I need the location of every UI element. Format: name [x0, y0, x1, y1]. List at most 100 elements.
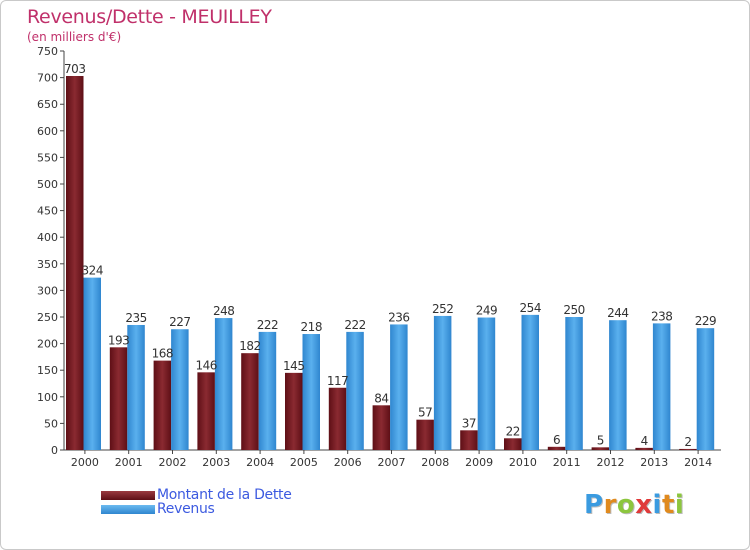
y-tick-label: 700: [37, 72, 58, 85]
y-tick-label: 350: [37, 258, 58, 271]
bar-revenus: [565, 317, 583, 450]
bar-dette: [328, 387, 347, 450]
y-tick-label: 500: [37, 178, 58, 191]
bar-revenus: [390, 324, 408, 450]
logo-letter: i: [652, 490, 662, 520]
y-tick-label: 0: [51, 444, 58, 457]
x-tick-label: 2000: [71, 456, 99, 469]
data-label-dette: 6: [553, 433, 560, 447]
logo-letter: i: [674, 490, 685, 520]
legend-item-dette: Montant de la Dette: [101, 487, 292, 503]
y-tick-label: 650: [37, 98, 58, 111]
legend-item-revenus: Revenus: [101, 501, 215, 517]
bar-dette: [679, 448, 697, 450]
bar-dette: [241, 353, 259, 450]
y-tick-label: 450: [37, 205, 58, 218]
proxiti-logo: Proxiti: [584, 490, 684, 520]
bar-dette: [285, 372, 303, 450]
chart-title: Revenus/Dette - MEUILLEY: [27, 6, 272, 28]
bar-revenus: [258, 331, 277, 450]
y-tick-label: 100: [37, 391, 58, 404]
data-label-dette: 5: [597, 433, 604, 447]
legend-swatch-revenus: [101, 504, 155, 514]
data-label-revenus: 244: [607, 306, 628, 320]
data-label-revenus: 222: [344, 318, 365, 332]
x-tick-label: 2007: [378, 456, 406, 469]
data-label-dette: 193: [108, 333, 129, 347]
data-label-revenus: 250: [563, 303, 584, 317]
y-tick-label: 750: [37, 45, 58, 58]
data-label-dette: 57: [418, 406, 432, 420]
x-tick-label: 2011: [553, 456, 581, 469]
data-label-revenus: 254: [520, 301, 541, 315]
x-tick-label: 2006: [334, 456, 362, 469]
bar-revenus: [433, 315, 452, 450]
y-tick-label: 600: [37, 125, 58, 138]
bar-dette: [109, 347, 128, 450]
logo-letter: o: [616, 490, 636, 520]
data-label-revenus: 236: [388, 310, 409, 324]
x-tick-label: 2005: [290, 456, 318, 469]
data-label-revenus: 324: [82, 264, 103, 278]
x-tick-label: 2014: [684, 456, 712, 469]
logo-letter: t: [661, 490, 675, 520]
bar-dette: [504, 438, 522, 450]
data-label-revenus: 249: [476, 304, 497, 318]
logo-letter: r: [603, 490, 617, 520]
bar-dette: [197, 372, 215, 450]
x-tick-label: 2003: [202, 456, 230, 469]
data-label-dette: 703: [64, 62, 85, 76]
bar-revenus: [302, 334, 320, 450]
x-tick-label: 2009: [465, 456, 493, 469]
bar-revenus: [521, 314, 539, 450]
x-tick-label: 2010: [509, 456, 537, 469]
bar-revenus: [346, 331, 364, 450]
y-tick-label: 300: [37, 284, 58, 297]
bar-revenus: [696, 328, 715, 450]
data-label-dette: 145: [283, 359, 304, 373]
x-tick-label: 2012: [597, 456, 625, 469]
bar-dette: [635, 447, 653, 450]
legend-swatch-dette: [101, 490, 155, 500]
data-label-dette: 168: [152, 347, 173, 361]
bar-dette: [416, 419, 434, 450]
y-tick-label: 550: [37, 151, 58, 164]
logo-letter: x: [635, 490, 653, 520]
data-label-dette: 22: [506, 424, 520, 438]
bar-revenus: [171, 329, 189, 450]
bar-revenus: [652, 323, 671, 450]
bar-revenus: [214, 318, 233, 450]
data-label-revenus: 248: [213, 304, 234, 318]
data-label-revenus: 235: [125, 311, 146, 325]
x-tick-label: 2002: [159, 456, 187, 469]
data-label-revenus: 252: [432, 302, 453, 316]
bar-revenus: [609, 320, 627, 450]
data-label-revenus: 218: [301, 320, 322, 334]
data-label-dette: 37: [462, 416, 476, 430]
data-label-dette: 146: [195, 358, 216, 372]
bar-revenus: [477, 317, 496, 450]
data-label-revenus: 229: [695, 314, 716, 328]
y-tick-label: 50: [44, 417, 58, 430]
y-tick-label: 150: [37, 364, 58, 377]
bar-dette: [460, 430, 478, 450]
data-label-dette: 84: [374, 391, 388, 405]
y-tick-label: 250: [37, 311, 58, 324]
x-tick-label: 2013: [640, 456, 668, 469]
data-label-dette: 2: [684, 435, 691, 449]
bar-dette: [66, 76, 84, 450]
bar-dette: [591, 447, 610, 450]
bar-revenus: [127, 324, 145, 450]
bar-revenus: [83, 277, 101, 450]
legend-label-revenus: Revenus: [157, 501, 215, 517]
data-label-dette: 4: [641, 434, 648, 448]
legend-label-dette: Montant de la Dette: [157, 487, 292, 503]
x-tick-label: 2004: [246, 456, 274, 469]
chart-subtitle: (en milliers d'€): [27, 30, 122, 44]
logo-letter: P: [584, 490, 604, 520]
y-tick-label: 400: [37, 231, 58, 244]
x-tick-label: 2008: [421, 456, 449, 469]
x-tick-label: 2001: [115, 456, 143, 469]
